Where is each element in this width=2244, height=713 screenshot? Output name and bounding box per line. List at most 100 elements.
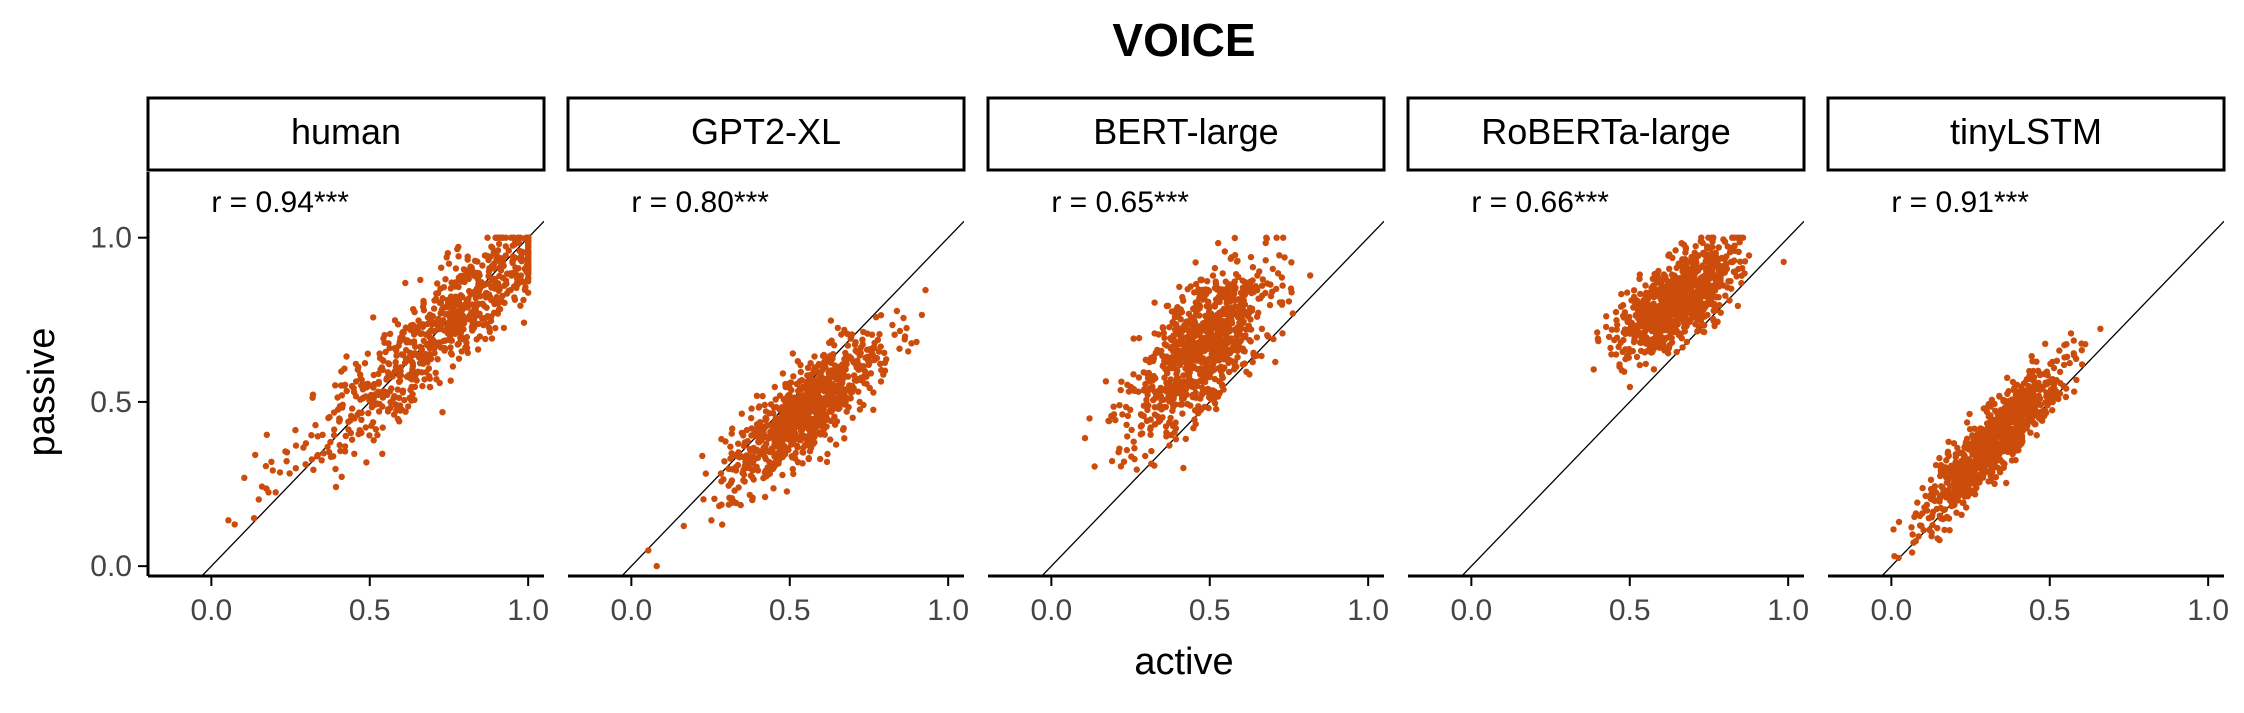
facet-label: BERT-large	[1093, 111, 1278, 152]
data-point	[719, 521, 726, 528]
data-point	[856, 398, 863, 406]
data-point	[1147, 426, 1154, 433]
data-point	[1264, 333, 1272, 340]
data-point	[509, 253, 517, 260]
data-point	[708, 517, 715, 524]
data-point	[379, 424, 386, 431]
data-point	[465, 275, 472, 283]
data-point	[500, 324, 508, 332]
data-point	[1731, 234, 1738, 241]
data-point	[505, 247, 512, 254]
data-point	[807, 360, 814, 367]
data-point	[1258, 282, 1266, 289]
data-point	[1950, 502, 1957, 509]
correlation-annotation: r = 0.91***	[1891, 186, 2029, 219]
data-point	[475, 270, 482, 277]
data-point	[419, 352, 427, 359]
data-point	[1273, 234, 1280, 241]
data-point	[460, 272, 467, 280]
data-point	[717, 470, 725, 477]
data-point	[2056, 347, 2063, 354]
data-point	[413, 377, 420, 384]
data-point	[1979, 474, 1987, 481]
data-point	[1137, 431, 1145, 438]
data-point	[1704, 311, 1711, 319]
data-point	[796, 401, 804, 408]
data-point	[1105, 417, 1113, 425]
data-point	[488, 262, 496, 270]
data-point	[511, 294, 518, 301]
data-point	[1223, 300, 1230, 307]
data-point	[1642, 360, 1650, 368]
data-point	[680, 522, 687, 530]
data-point	[2053, 388, 2060, 395]
data-point	[1178, 348, 1185, 356]
data-point	[800, 444, 807, 452]
data-point	[1745, 252, 1753, 259]
data-point	[1982, 427, 1990, 434]
data-point	[417, 276, 424, 284]
data-point	[1180, 395, 1188, 402]
data-point	[1636, 271, 1644, 278]
data-point	[470, 316, 478, 324]
data-point	[364, 350, 371, 357]
data-point	[645, 547, 652, 554]
data-point	[768, 445, 775, 452]
data-point	[1167, 376, 1175, 383]
data-point	[1229, 345, 1236, 352]
data-point	[2066, 359, 2073, 367]
data-point	[772, 460, 780, 468]
data-point	[872, 314, 880, 321]
data-point	[792, 410, 800, 417]
data-point	[1270, 335, 1277, 343]
data-point	[1209, 272, 1217, 279]
data-point	[1705, 263, 1712, 270]
data-point	[893, 307, 901, 315]
data-point	[1190, 425, 1197, 432]
data-point	[1213, 405, 1220, 413]
data-point	[436, 379, 443, 387]
data-point	[1151, 299, 1158, 306]
data-point	[1937, 504, 1945, 512]
data-point	[1239, 284, 1247, 291]
data-point	[318, 457, 325, 464]
data-point	[1155, 331, 1162, 338]
data-point	[807, 444, 814, 451]
data-point	[1135, 334, 1143, 342]
data-point	[377, 366, 384, 373]
data-point	[728, 495, 736, 502]
data-point	[1243, 368, 1250, 375]
data-point	[771, 437, 778, 445]
data-point	[1636, 339, 1644, 346]
data-point	[490, 249, 497, 256]
data-point	[825, 401, 832, 408]
data-point	[308, 432, 315, 439]
data-point	[1984, 403, 1992, 410]
identity-line	[1460, 220, 1804, 576]
data-point	[1123, 446, 1131, 454]
points	[1081, 234, 1314, 473]
data-point	[805, 454, 812, 462]
data-point	[517, 302, 524, 309]
data-point	[1699, 328, 1707, 335]
facet-strip	[986, 96, 1386, 172]
data-point	[1230, 340, 1238, 347]
data-point	[868, 331, 876, 338]
data-point	[424, 314, 432, 321]
data-point	[1717, 309, 1724, 316]
data-point	[1216, 390, 1223, 397]
data-point	[1220, 365, 1227, 372]
data-point	[1672, 247, 1679, 254]
data-point	[721, 458, 728, 465]
data-point	[876, 331, 883, 338]
data-point	[336, 441, 343, 449]
data-point	[1240, 297, 1248, 304]
data-point	[1204, 343, 1211, 350]
data-point	[789, 350, 796, 357]
data-point	[1192, 299, 1200, 306]
data-point	[343, 387, 350, 395]
data-point	[1239, 312, 1246, 319]
data-point	[437, 299, 445, 306]
data-point	[1108, 412, 1115, 420]
